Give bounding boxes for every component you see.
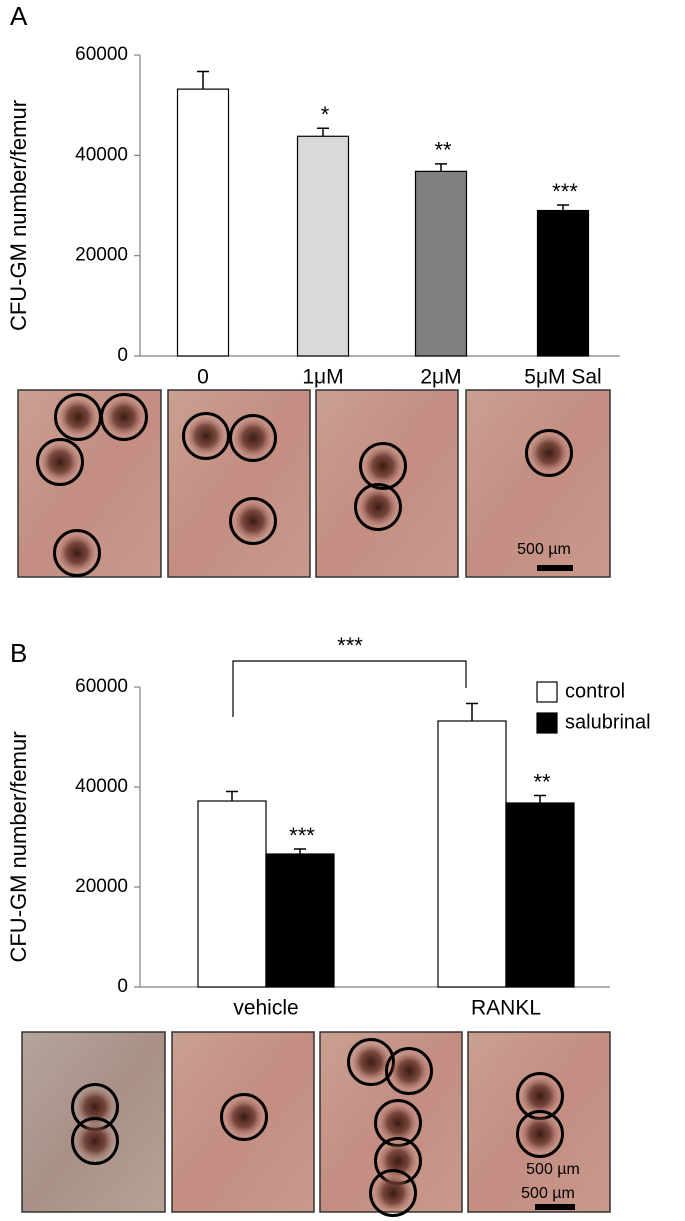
x-tick-label: 5μM Sal [524,366,601,389]
colony [187,417,225,455]
y-tick-label: 40000 [75,776,128,797]
significance-label: ** [434,138,452,163]
colony-outline [354,483,402,531]
legend-swatch [536,681,558,703]
colony [352,1043,390,1081]
colony-outline [220,1093,268,1141]
colony-outline [229,414,277,462]
colony [379,1142,417,1180]
y-tick-label: 0 [117,976,128,997]
error-bar [534,794,546,803]
colony-outline [100,393,148,441]
significance-bracket [232,660,467,717]
colony-outline [53,529,101,577]
significance-label: *** [289,823,315,848]
bar [265,853,335,988]
y-tick-label: 20000 [75,876,128,897]
error-bar [294,848,306,854]
error-bar [466,702,478,721]
bar [414,170,468,357]
y-tick-label: 20000 [75,245,128,266]
scale-bar-label: 500 µm [521,1185,575,1202]
colony [359,488,397,526]
colony-outline [36,438,84,486]
legend-label: control [565,680,625,702]
panel-label: B [10,638,27,668]
bar [197,800,267,988]
y-tick-label: 40000 [75,144,128,165]
panel-label: A [10,1,28,31]
colony [58,534,96,572]
y-tick-label: 60000 [75,44,128,65]
significance-label: * [321,102,330,127]
colony-outline [182,412,230,460]
colony [234,502,272,540]
scale-bar-label: 500 µm [526,1161,580,1178]
bar [176,88,230,357]
y-axis-title: CFU-GM number/femur [6,100,31,331]
error-bar [435,163,447,172]
colony [76,1088,114,1126]
x-tick-label: 1μM [302,366,343,389]
colony [59,398,97,436]
colony-outline [525,429,573,477]
colony-outline [369,1169,417,1217]
x-tick-label: 2μM [420,366,461,389]
colony [374,1174,412,1212]
colony [364,447,402,485]
legend-label: salubrinal [565,711,651,733]
colony-outline [516,1110,564,1158]
colony-outline [71,1117,119,1165]
bar [437,720,507,988]
colony [521,1077,559,1115]
micrograph [465,389,611,578]
significance-label: *** [552,179,578,204]
x-tick-label: vehicle [233,997,298,1020]
error-bar [557,204,569,211]
y-tick-label: 0 [117,345,128,366]
bar [536,209,590,357]
colony [41,443,79,481]
colony-outline [385,1047,433,1095]
colony [390,1052,428,1090]
bar [296,135,350,357]
error-bar [226,790,238,801]
colony [521,1115,559,1153]
legend-swatch [536,712,558,734]
bar [505,802,575,988]
colony [530,434,568,472]
error-bar [197,70,209,90]
scale-bar-label: 500 µm [517,541,571,558]
colony-outline [359,442,407,490]
bracket-label: *** [337,633,363,658]
colony-outline [229,497,277,545]
y-axis-title: CFU-GM number/femur [6,731,31,962]
x-tick-label: RANKL [471,997,541,1020]
micrograph [167,389,311,578]
colony [76,1122,114,1160]
x-tick-label: 0 [197,366,209,389]
colony [225,1098,263,1136]
significance-label: ** [533,769,551,794]
error-bar [317,127,329,137]
colony [105,398,143,436]
colony [379,1104,417,1142]
colony [234,419,272,457]
y-tick-label: 60000 [75,676,128,697]
